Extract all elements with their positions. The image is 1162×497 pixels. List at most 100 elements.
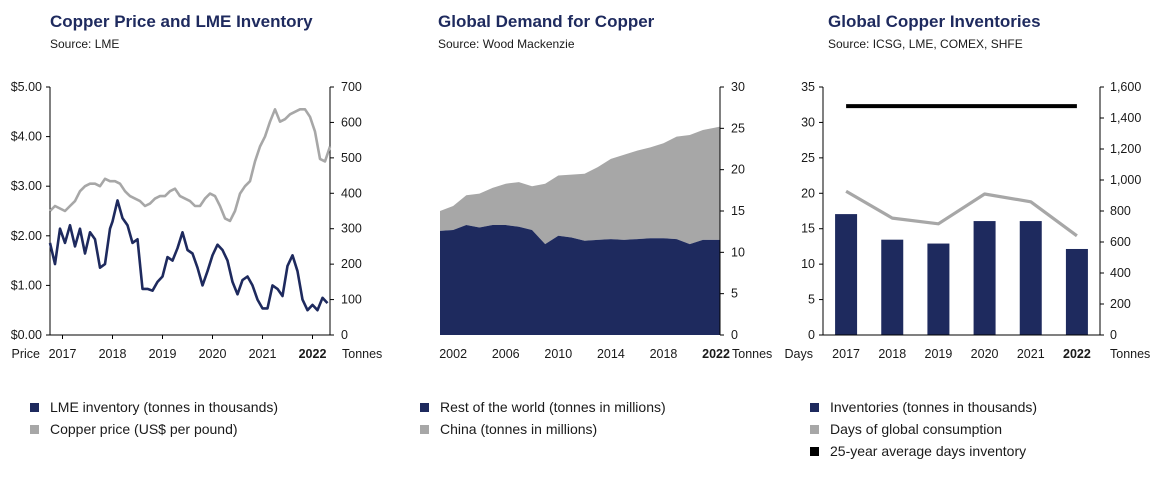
right-tick-label: 200 bbox=[1110, 297, 1131, 311]
right-tick-label: 25 bbox=[731, 121, 745, 135]
x-tick-label: 2021 bbox=[249, 347, 277, 361]
chart-legend: Inventories (tonnes in thousands) Days of… bbox=[810, 396, 1037, 462]
bar bbox=[1065, 248, 1088, 335]
area-china bbox=[440, 126, 720, 245]
bar bbox=[881, 239, 904, 335]
left-tick-label: 25 bbox=[801, 151, 815, 165]
legend-label: LME inventory (tonnes in thousands) bbox=[50, 399, 279, 415]
x-tick-label: 2014 bbox=[597, 347, 625, 361]
chart-title: Global Demand for Copper bbox=[438, 12, 655, 31]
left-tick-label: $5.00 bbox=[11, 80, 42, 94]
x-tick-label: 2022 bbox=[299, 347, 327, 361]
series-line bbox=[49, 108, 332, 223]
right-tick-label: 1,000 bbox=[1110, 173, 1141, 187]
right-tick-label: 0 bbox=[1110, 328, 1117, 342]
left-tick-label: 30 bbox=[801, 115, 815, 129]
legend-swatch bbox=[420, 424, 429, 434]
left-axis-title: Price bbox=[12, 347, 41, 361]
right-axis-title: Tonnes bbox=[1110, 347, 1150, 361]
bar bbox=[1019, 221, 1042, 335]
x-tick-label: 2018 bbox=[878, 347, 906, 361]
x-tick-label: 2002 bbox=[439, 347, 467, 361]
bar bbox=[927, 243, 950, 335]
right-tick-label: 0 bbox=[731, 328, 738, 342]
chart-panel-global-demand: Global Demand for Copper Source: Wood Ma… bbox=[390, 0, 780, 497]
bar bbox=[835, 214, 858, 335]
right-tick-label: 0 bbox=[341, 328, 348, 342]
right-tick-label: 5 bbox=[731, 287, 738, 301]
right-tick-label: 200 bbox=[341, 257, 362, 271]
right-tick-label: 700 bbox=[341, 80, 362, 94]
legend-label: 25-year average days inventory bbox=[830, 443, 1027, 459]
series-line bbox=[48, 199, 329, 312]
left-tick-label: 10 bbox=[801, 257, 815, 271]
chart-title: Copper Price and LME Inventory bbox=[50, 12, 313, 31]
chart-subtitle: Source: Wood Mackenzie bbox=[438, 37, 575, 51]
right-tick-label: 10 bbox=[731, 245, 745, 259]
left-tick-label: 20 bbox=[801, 186, 815, 200]
legend-item: LME inventory (tonnes in thousands) bbox=[30, 396, 278, 418]
legend-swatch bbox=[810, 402, 819, 412]
legend-label: Days of global consumption bbox=[830, 421, 1002, 437]
legend-item: 25-year average days inventory bbox=[810, 440, 1037, 462]
x-tick-label: 2019 bbox=[925, 347, 953, 361]
legend-swatch bbox=[30, 424, 39, 434]
right-axis-title: Tonnes bbox=[732, 347, 772, 361]
right-tick-label: 30 bbox=[731, 80, 745, 94]
left-tick-label: $0.00 bbox=[11, 328, 42, 342]
x-tick-label: 2010 bbox=[544, 347, 572, 361]
right-tick-label: 1,400 bbox=[1110, 111, 1141, 125]
right-tick-label: 1,200 bbox=[1110, 142, 1141, 156]
right-tick-label: 600 bbox=[341, 115, 362, 129]
chart-legend: Rest of the world (tonnes in millions) Ch… bbox=[420, 396, 666, 440]
right-tick-label: 600 bbox=[1110, 235, 1131, 249]
x-tick-label: 2020 bbox=[971, 347, 999, 361]
left-tick-label: $4.00 bbox=[11, 130, 42, 144]
right-axis-title: Tonnes bbox=[342, 347, 382, 361]
legend-item: China (tonnes in millions) bbox=[420, 418, 666, 440]
legend-item: Inventories (tonnes in thousands) bbox=[810, 396, 1037, 418]
x-tick-label: 2019 bbox=[149, 347, 177, 361]
right-tick-label: 400 bbox=[341, 186, 362, 200]
series-line bbox=[845, 189, 1078, 238]
x-tick-label: 2021 bbox=[1017, 347, 1045, 361]
legend-item: Rest of the world (tonnes in millions) bbox=[420, 396, 666, 418]
chart-svg: 0 5 10 15 20 25 30 35 0 200 400 600 800 1,000 1,200 1,4… bbox=[785, 80, 1151, 361]
chart-svg: $0.00 $1.00 $2.00 $3.00 $4.00 $5.00 0 100 200 300… bbox=[11, 80, 383, 361]
right-tick-label: 400 bbox=[1110, 266, 1131, 280]
x-tick-label: 2017 bbox=[49, 347, 77, 361]
right-tick-label: 15 bbox=[731, 204, 745, 218]
left-tick-label: $1.00 bbox=[11, 278, 42, 292]
left-tick-label: $3.00 bbox=[11, 179, 42, 193]
legend-item: Copper price (US$ per pound) bbox=[30, 418, 278, 440]
right-tick-label: 500 bbox=[341, 151, 362, 165]
legend-swatch bbox=[30, 402, 39, 412]
bar bbox=[973, 221, 996, 335]
x-tick-label: 2022 bbox=[1063, 347, 1091, 361]
left-tick-label: 0 bbox=[808, 328, 815, 342]
x-tick-label: 2006 bbox=[492, 347, 520, 361]
legend-label: Inventories (tonnes in thousands) bbox=[830, 399, 1038, 415]
left-tick-label: 35 bbox=[801, 80, 815, 94]
right-tick-label: 1,600 bbox=[1110, 80, 1141, 94]
legend-label: Rest of the world (tonnes in millions) bbox=[440, 399, 666, 415]
x-tick-label: 2018 bbox=[650, 347, 678, 361]
legend-swatch bbox=[810, 424, 819, 434]
right-tick-label: 800 bbox=[1110, 204, 1131, 218]
legend-label: Copper price (US$ per pound) bbox=[50, 421, 238, 437]
chart-legend: LME inventory (tonnes in thousands) Coppe… bbox=[30, 396, 278, 440]
legend-swatch bbox=[420, 402, 429, 412]
right-tick-label: 20 bbox=[731, 163, 745, 177]
right-tick-label: 300 bbox=[341, 222, 362, 236]
left-tick-label: 5 bbox=[808, 293, 815, 307]
chart-subtitle: Source: ICSG, LME, COMEX, SHFE bbox=[828, 37, 1023, 51]
legend-label: China (tonnes in millions) bbox=[440, 421, 598, 437]
x-tick-label: 2022 bbox=[702, 347, 730, 361]
chart-svg: 0 5 10 15 20 25 30 2002 2006 2010 2014 2018 2022 Tonn… bbox=[439, 80, 772, 361]
chart-panel-copper-price: Copper Price and LME Inventory Source: L… bbox=[0, 0, 390, 497]
chart-panel-inventories: Global Copper Inventories Source: ICSG, … bbox=[780, 0, 1162, 497]
chart-subtitle: Source: LME bbox=[50, 37, 120, 51]
left-axis-title: Days bbox=[785, 347, 813, 361]
legend-swatch bbox=[810, 446, 819, 456]
x-tick-label: 2017 bbox=[832, 347, 860, 361]
